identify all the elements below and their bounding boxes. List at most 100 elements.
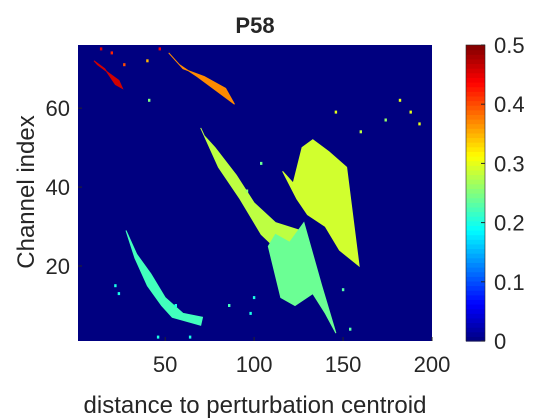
colorbar: 0 0.1 0.2 0.3 0.4 0.5 (465, 33, 525, 354)
heatmap-speck (359, 130, 362, 134)
colorbar-segment (466, 193, 485, 199)
colorbar-segment (466, 331, 485, 337)
colorbar-segment (466, 105, 485, 111)
heatmap-speck (174, 304, 177, 307)
colorbar-segment (466, 183, 485, 189)
colorbar-tick-label: 0.3 (494, 151, 525, 176)
colorbar-frame (465, 44, 486, 342)
chart-title: P58 (235, 13, 274, 38)
colorbar-segment (466, 290, 485, 296)
colorbar-segment (466, 294, 485, 300)
colorbar-segment (466, 317, 485, 324)
colorbar-tick-label: 0.1 (494, 270, 525, 295)
colorbar-segment (466, 276, 485, 282)
colorbar-segment (466, 299, 485, 305)
heatmap-speck (114, 284, 117, 288)
heatmap-speck (123, 63, 126, 67)
colorbar-segment (466, 146, 485, 152)
colorbar-segment (466, 91, 485, 97)
colorbar-tick-label: 0.2 (494, 211, 525, 236)
heatmap-speck (252, 296, 256, 300)
colorbar-segment (466, 234, 485, 240)
colorbar-segment (466, 151, 485, 157)
colorbar-segment (466, 137, 485, 143)
colorbar-segment (466, 225, 485, 231)
colorbar-segment (466, 322, 485, 328)
y-tick-label: 60 (46, 96, 70, 121)
colorbar-segment (466, 271, 485, 277)
colorbar-segment (466, 119, 485, 125)
heatmap-speck (228, 304, 231, 307)
colorbar-segment (466, 313, 485, 319)
colorbar-segment (466, 248, 485, 254)
colorbar-segment (466, 239, 485, 245)
heatmap-speck (384, 118, 387, 122)
heatmap-speck (99, 47, 103, 51)
colorbar-segment (466, 63, 485, 69)
colorbar-segment (466, 68, 485, 74)
colorbar-tick-label: 0.5 (494, 33, 525, 58)
heatmap-speck (188, 335, 192, 339)
colorbar-segment (466, 132, 485, 139)
heatmap-speck (349, 327, 352, 331)
colorbar-tick-label: 0.4 (494, 92, 525, 117)
heatmap-speck (148, 98, 151, 102)
x-tick-label: 150 (325, 352, 362, 377)
colorbar-segment (466, 262, 485, 268)
colorbar-segment (466, 128, 485, 134)
heatmap-region (282, 139, 360, 268)
colorbar-segment (466, 216, 485, 222)
colorbar-segment (466, 202, 485, 208)
colorbar-segment (466, 49, 485, 55)
colorbar-segment (466, 230, 485, 236)
x-axis: 50 100 150 200 (153, 337, 450, 377)
colorbar-segment (466, 156, 485, 162)
y-axis-label: Channel index (13, 115, 40, 268)
colorbar-segment (466, 95, 485, 102)
heatmap-speck (260, 161, 263, 165)
heatmap-speck (146, 59, 149, 63)
y-tick-label: 40 (46, 175, 70, 200)
colorbar-segment (466, 169, 485, 176)
colorbar-segment (466, 280, 485, 287)
colorbar-segment (466, 220, 485, 226)
heatmap-speck (418, 122, 421, 126)
colorbar-segment (466, 45, 485, 51)
colorbar-segment (466, 142, 485, 148)
colorbar-segment (466, 257, 485, 263)
colorbar-segment (466, 86, 485, 92)
colorbar-segment (466, 327, 485, 333)
colorbar-segment (466, 336, 485, 342)
colorbar-segment (466, 77, 485, 83)
colorbar-segment (466, 58, 485, 65)
x-tick-label: 50 (153, 352, 177, 377)
colorbar-segment (466, 123, 485, 129)
heatmap-region (93, 60, 124, 90)
heatmap-speck (398, 98, 402, 102)
x-axis-label: distance to perturbation centroid (84, 392, 427, 419)
colorbar-segment (466, 82, 485, 88)
x-tick-label: 200 (414, 352, 451, 377)
y-tick-label: 20 (46, 254, 70, 279)
colorbar-segment (466, 304, 485, 310)
heatmap-speck (110, 51, 113, 55)
colorbar-segment (466, 165, 485, 171)
heatmap-speck (334, 110, 338, 114)
heatmap-speck (156, 335, 160, 339)
colorbar-segment (466, 197, 485, 203)
colorbar-segment (466, 179, 485, 185)
colorbar-segment (466, 114, 485, 120)
heatmap-region (168, 52, 235, 105)
colorbar-tick-label: 0 (494, 329, 506, 354)
colorbar-segment (466, 308, 485, 314)
colorbar-segment (466, 160, 485, 166)
colorbar-segment (466, 253, 485, 259)
heatmap-speck (249, 311, 252, 315)
y-axis: 20 40 60 (46, 96, 82, 279)
heatmap-speck (409, 110, 412, 114)
heatmap-speck (117, 292, 121, 296)
colorbar-segment (466, 174, 485, 180)
colorbar-segment (466, 54, 485, 60)
heatmap-background (78, 45, 432, 341)
colorbar-segment (466, 243, 485, 250)
